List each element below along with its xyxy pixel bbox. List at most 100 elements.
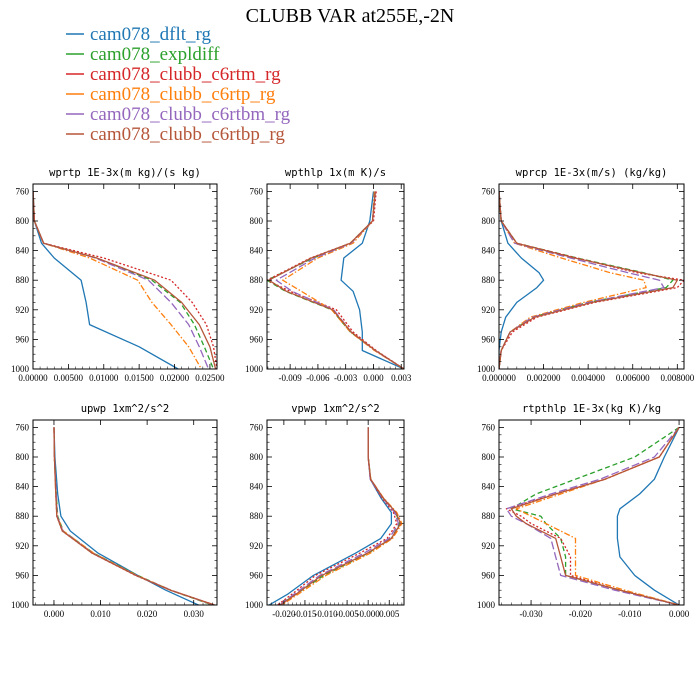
series-line — [33, 191, 215, 369]
x-tick-label: -0.005 — [335, 609, 359, 619]
y-tick-label: 760 — [250, 186, 264, 196]
x-tick-label: -0.020 — [272, 609, 296, 619]
y-tick-label: 760 — [482, 186, 496, 196]
y-tick-label: 1000 — [477, 600, 496, 610]
series-line — [33, 191, 202, 369]
series-line — [281, 427, 403, 605]
y-tick-label: 920 — [482, 305, 496, 315]
legend-entry: cam078_clubb_c6rtbm_rg — [90, 104, 291, 125]
series-line — [267, 191, 404, 369]
y-tick-label: 880 — [250, 275, 264, 285]
y-tick-label: 800 — [250, 216, 264, 226]
y-tick-label: 880 — [16, 275, 30, 285]
x-tick-label: 0.01000 — [89, 373, 119, 383]
x-tick-label: 0.003 — [391, 373, 412, 383]
plot-frame — [498, 419, 685, 606]
y-tick-label: 800 — [250, 452, 264, 462]
y-tick-label: 880 — [482, 511, 496, 521]
legend-entry: cam078_clubb_c6rtp_rg — [90, 84, 276, 105]
series-line — [53, 427, 199, 605]
legend: cam078_dflt_rgcam078_expldiffcam078_club… — [66, 24, 291, 145]
y-tick-label: 800 — [482, 216, 496, 226]
y-tick-label: 880 — [16, 511, 30, 521]
x-tick-label: 0.002000 — [527, 373, 561, 383]
y-tick-label: 1000 — [477, 364, 496, 374]
panel-4: upwp 1xm^2/s^2 760 800 840 880 920 960 1000 0.00… — [11, 403, 218, 619]
plot-frame — [498, 183, 685, 370]
plot-frame — [32, 419, 218, 606]
x-tick-label: 0.008000 — [660, 373, 694, 383]
series-line — [275, 191, 404, 369]
y-tick-label: 960 — [16, 570, 30, 580]
x-tick-label: -0.015 — [293, 609, 317, 619]
x-tick-label: 0.00000 — [18, 373, 48, 383]
x-tick-label: 0.000 — [44, 609, 65, 619]
series-line — [279, 427, 400, 605]
panel-3: wprcp 1E-3x(m/s) (kg/kg) 760 800 840 880 920 9… — [477, 167, 695, 383]
series-line — [499, 191, 684, 369]
panels: wprtp 1E-3x(m kg)/(s kg) 760 800 840 880 920 9… — [11, 167, 695, 619]
series-line — [53, 427, 213, 605]
x-tick-label: 0.020 — [137, 609, 158, 619]
y-tick-label: 960 — [482, 334, 496, 344]
series-line — [33, 191, 217, 369]
panel-1: wprtp 1E-3x(m kg)/(s kg) 760 800 840 880 920 9… — [11, 167, 225, 383]
legend-entry: cam078_clubb_c6rtbp_rg — [90, 124, 285, 145]
y-tick-label: 800 — [16, 216, 30, 226]
x-tick-label: 0.00500 — [54, 373, 84, 383]
x-tick-label: 0.01500 — [125, 373, 155, 383]
panel-title: wprtp 1E-3x(m kg)/(s kg) — [49, 167, 201, 179]
legend-entry: cam078_dflt_rg — [90, 24, 212, 45]
y-tick-label: 840 — [16, 246, 30, 256]
y-tick-label: 1000 — [245, 600, 264, 610]
plot-frame — [266, 183, 405, 370]
y-tick-label: 1000 — [11, 364, 30, 374]
series-line — [280, 427, 402, 605]
y-tick-label: 960 — [482, 570, 496, 580]
panel-title: vpwp 1xm^2/s^2 — [291, 403, 380, 415]
plot-frame — [32, 183, 218, 370]
series-line — [33, 191, 179, 369]
y-tick-label: 880 — [482, 275, 496, 285]
series-line — [616, 427, 680, 605]
series-line — [499, 191, 665, 369]
y-tick-label: 960 — [250, 570, 264, 580]
panel-title: wprcp 1E-3x(m/s) (kg/kg) — [516, 167, 668, 179]
y-tick-label: 840 — [482, 246, 496, 256]
series-line — [53, 427, 215, 605]
y-tick-label: 840 — [16, 482, 30, 492]
panel-5: vpwp 1xm^2/s^2 760 800 840 880 920 960 1000 -0.0… — [245, 403, 405, 619]
x-tick-label: 0.000 — [669, 609, 690, 619]
series-line — [277, 427, 398, 605]
x-tick-label: 0.004000 — [571, 373, 605, 383]
panel-title: rtpthlp 1E-3x(kg K)/kg — [522, 403, 661, 415]
series-line — [33, 191, 217, 369]
x-tick-label: -0.010 — [314, 609, 338, 619]
y-tick-label: 920 — [250, 541, 264, 551]
series-line — [33, 191, 210, 369]
y-tick-label: 1000 — [245, 364, 264, 374]
series-line — [268, 427, 393, 605]
x-tick-label: -0.000 — [357, 609, 381, 619]
series-line — [505, 427, 680, 605]
series-line — [499, 191, 674, 369]
series-line — [499, 191, 678, 369]
y-tick-label: 920 — [250, 305, 264, 315]
x-tick-label: 0.02500 — [195, 373, 225, 383]
y-tick-label: 760 — [16, 422, 30, 432]
series-line — [499, 191, 545, 369]
y-tick-label: 920 — [482, 541, 496, 551]
x-tick-label: -0.010 — [618, 609, 642, 619]
panel-title: upwp 1xm^2/s^2 — [81, 403, 170, 415]
x-tick-label: -0.030 — [519, 609, 543, 619]
series-line — [282, 191, 404, 369]
panel-6: rtpthlp 1E-3x(kg K)/kg 760 800 840 880 920 960… — [477, 403, 690, 619]
series-line — [499, 191, 647, 369]
y-tick-label: 840 — [250, 246, 264, 256]
y-tick-label: 920 — [16, 541, 30, 551]
x-tick-label: 0.030 — [184, 609, 205, 619]
panel-2: wpthlp 1x(m K)/s 760 800 840 880 920 960 1000 -0… — [245, 167, 412, 383]
y-tick-label: 840 — [482, 482, 496, 492]
y-tick-label: 880 — [250, 511, 264, 521]
